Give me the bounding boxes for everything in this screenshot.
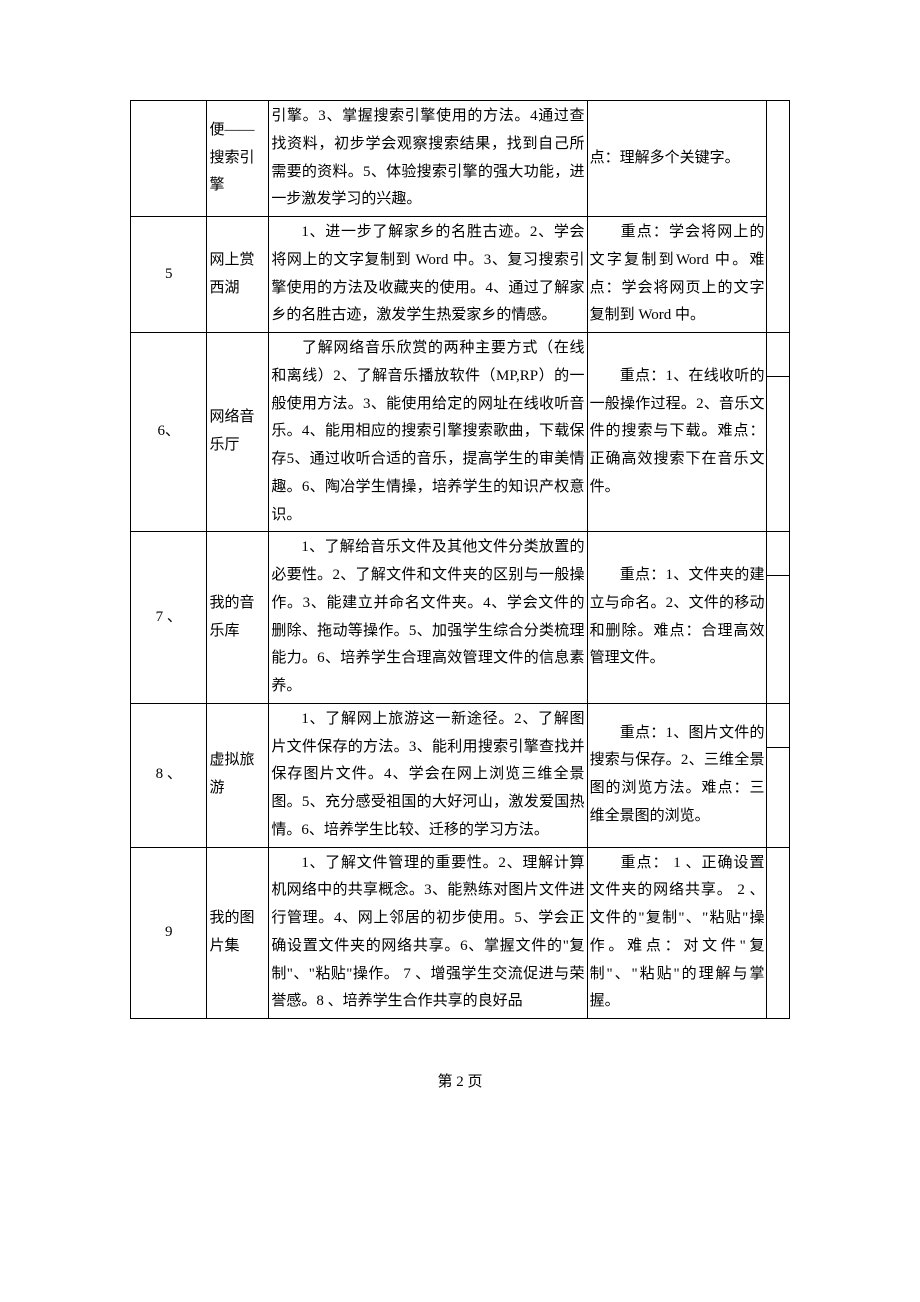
cell-num: 6、 xyxy=(131,333,207,532)
lesson-plan-table: 便——搜索引擎 引擎。3、掌握搜索引擎使用的方法。4通过查找资料，初步学会观察搜… xyxy=(130,100,790,1019)
cell-blank-lower xyxy=(767,377,790,532)
cell-goal: 引擎。3、掌握搜索引擎使用的方法。4通过查找资料，初步学会观察搜索结果，找到自己… xyxy=(269,101,587,217)
goal-text: 1、进一步了解家乡的名胜古迹。2、学会将网上的文字复制到 Word 中。3、复习… xyxy=(271,224,584,323)
table-row: 8 、 虚拟旅游 1、了解网上旅游这一新途径。2、了解图片文件保存的方法。3、能… xyxy=(131,703,790,747)
cell-num: 5 xyxy=(131,217,207,333)
table-row: 5 网上赏西湖 1、进一步了解家乡的名胜古迹。2、学会将网上的文字复制到 Wor… xyxy=(131,217,790,333)
goal-text: 1、了解文件管理的重要性。2、理解计算机网络中的共享概念。3、能熟练对图片文件进… xyxy=(271,855,584,1010)
cell-title: 网上赏西湖 xyxy=(207,217,269,333)
key-text: 重点：学会将网上的文字复制到Word 中。难点：学会将网页上的文字复制到 Wor… xyxy=(590,224,765,323)
cell-blank-upper xyxy=(767,333,790,377)
cell-num: 7 、 xyxy=(131,532,207,704)
cell-title: 网络音乐厅 xyxy=(207,333,269,532)
table-row: 6、 网络音乐厅 了解网络音乐欣赏的两种主要方式（在线和离线）2、了解音乐播放软… xyxy=(131,333,790,377)
goal-text: 了解网络音乐欣赏的两种主要方式（在线和离线）2、了解音乐播放软件（MP,RP）的… xyxy=(271,340,584,523)
cell-blank-upper xyxy=(767,703,790,747)
cell-title: 虚拟旅游 xyxy=(207,703,269,847)
cell-blank xyxy=(767,101,790,333)
cell-key: 重点：1、在线收听的一般操作过程。2、音乐文件的搜索与下载。难点：正确高效搜索下… xyxy=(587,333,767,532)
key-text: 重点：1、图片文件的搜索与保存。2、三维全景图的浏览方法。难点：三维全景图的浏览… xyxy=(590,725,765,824)
key-text: 重点：1、文件夹的建立与命名。2、文件的移动和删除。难点：合理高效管理文件。 xyxy=(590,567,765,666)
cell-blank-lower xyxy=(767,747,790,847)
cell-key: 重点：学会将网上的文字复制到Word 中。难点：学会将网页上的文字复制到 Wor… xyxy=(587,217,767,333)
cell-title: 便——搜索引擎 xyxy=(207,101,269,217)
cell-num: 9 xyxy=(131,847,207,1019)
cell-blank-upper xyxy=(767,532,790,576)
cell-goal: 1、了解网上旅游这一新途径。2、了解图片文件保存的方法。3、能利用搜索引擎查找并… xyxy=(269,703,587,847)
cell-goal: 1、进一步了解家乡的名胜古迹。2、学会将网上的文字复制到 Word 中。3、复习… xyxy=(269,217,587,333)
table-row: 9 我的图片集 1、了解文件管理的重要性。2、理解计算机网络中的共享概念。3、能… xyxy=(131,847,790,1019)
key-text: 重点： 1 、正确设置文件夹的网络共享。 2 、文件的"复制"、"粘贴"操作。难… xyxy=(590,855,765,1010)
cell-goal: 了解网络音乐欣赏的两种主要方式（在线和离线）2、了解音乐播放软件（MP,RP）的… xyxy=(269,333,587,532)
table-row: 便——搜索引擎 引擎。3、掌握搜索引擎使用的方法。4通过查找资料，初步学会观察搜… xyxy=(131,101,790,217)
cell-title: 我的图片集 xyxy=(207,847,269,1019)
cell-num: 8 、 xyxy=(131,703,207,847)
cell-goal: 1、了解给音乐文件及其他文件分类放置的必要性。2、了解文件和文件夹的区别与一般操… xyxy=(269,532,587,704)
cell-key: 重点： 1 、正确设置文件夹的网络共享。 2 、文件的"复制"、"粘贴"操作。难… xyxy=(587,847,767,1019)
goal-text: 1、了解网上旅游这一新途径。2、了解图片文件保存的方法。3、能利用搜索引擎查找并… xyxy=(271,711,584,838)
key-text: 重点：1、在线收听的一般操作过程。2、音乐文件的搜索与下载。难点：正确高效搜索下… xyxy=(590,368,765,495)
cell-key: 重点：1、图片文件的搜索与保存。2、三维全景图的浏览方法。难点：三维全景图的浏览… xyxy=(587,703,767,847)
cell-key: 点：理解多个关键字。 xyxy=(587,101,767,217)
goal-text: 1、了解给音乐文件及其他文件分类放置的必要性。2、了解文件和文件夹的区别与一般操… xyxy=(271,539,584,694)
cell-key: 重点：1、文件夹的建立与命名。2、文件的移动和删除。难点：合理高效管理文件。 xyxy=(587,532,767,704)
cell-blank-lower xyxy=(767,576,790,704)
page-footer: 第 2 页 xyxy=(130,1069,790,1097)
cell-title: 我的音乐库 xyxy=(207,532,269,704)
cell-goal: 1、了解文件管理的重要性。2、理解计算机网络中的共享概念。3、能熟练对图片文件进… xyxy=(269,847,587,1019)
cell-num xyxy=(131,101,207,217)
cell-blank xyxy=(767,847,790,1019)
table-row: 7 、 我的音乐库 1、了解给音乐文件及其他文件分类放置的必要性。2、了解文件和… xyxy=(131,532,790,576)
table-body: 便——搜索引擎 引擎。3、掌握搜索引擎使用的方法。4通过查找资料，初步学会观察搜… xyxy=(131,101,790,1019)
